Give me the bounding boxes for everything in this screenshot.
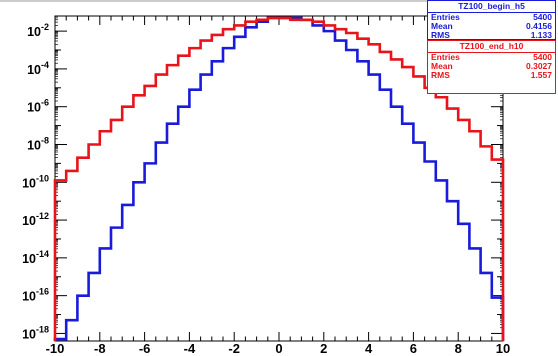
histogram-bin bbox=[133, 95, 144, 341]
histogram-bin bbox=[122, 107, 133, 341]
y-tick-label: 10-4 bbox=[27, 60, 49, 77]
histogram-bin bbox=[324, 25, 335, 341]
stats-key: RMS bbox=[431, 30, 450, 40]
x-tick-label: 6 bbox=[410, 341, 417, 356]
histogram-bin bbox=[212, 35, 223, 341]
histogram-bin bbox=[458, 120, 469, 341]
histogram-bin bbox=[402, 67, 413, 341]
histogram-bin bbox=[413, 76, 424, 341]
x-tick-label: -2 bbox=[228, 341, 240, 356]
histogram-bin bbox=[178, 56, 189, 341]
histogram-bin bbox=[346, 33, 357, 341]
stats-row-entries: Entries 5400 bbox=[428, 53, 555, 62]
y-tick-label: 10-16 bbox=[22, 287, 49, 304]
stats-key: RMS bbox=[431, 70, 450, 80]
histogram-bin bbox=[481, 146, 492, 341]
stats-value: 0.3027 bbox=[526, 61, 552, 71]
histogram-bin bbox=[89, 144, 100, 341]
histogram-bin bbox=[290, 20, 301, 341]
y-tick-label: 10-10 bbox=[22, 173, 49, 190]
histogram-bin bbox=[369, 44, 380, 341]
histogram-bin bbox=[425, 88, 436, 341]
stats-title-end: TZ100_end_h10 bbox=[428, 41, 555, 53]
x-tick-label: -8 bbox=[94, 341, 106, 356]
y-tick-label: 10-14 bbox=[22, 249, 49, 266]
y-tick-label: 10-8 bbox=[27, 135, 49, 152]
stats-row-mean: Mean 0.3027 bbox=[428, 62, 555, 71]
stats-key: Mean bbox=[431, 21, 453, 31]
histogram-bin bbox=[245, 22, 256, 341]
histogram-bin bbox=[111, 120, 122, 341]
histogram-bin bbox=[77, 158, 88, 341]
stats-row-entries: Entries 5400 bbox=[428, 13, 555, 22]
stats-key: Entries bbox=[431, 12, 460, 22]
histogram-bin bbox=[66, 171, 77, 341]
histogram-bin bbox=[55, 180, 66, 341]
histogram-bin bbox=[313, 22, 324, 341]
histogram-bin bbox=[380, 52, 391, 341]
histogram-bin bbox=[223, 29, 234, 341]
histogram-bin bbox=[301, 20, 312, 341]
histogram-bin bbox=[469, 131, 480, 341]
stats-title-begin: TZ100_begin_h5 bbox=[428, 1, 555, 13]
x-tick-label: 8 bbox=[455, 341, 462, 356]
stats-value: 0.4156 bbox=[526, 21, 552, 31]
x-tick-label: 0 bbox=[275, 341, 282, 356]
y-tick-label: 10-12 bbox=[22, 211, 49, 228]
stats-key: Mean bbox=[431, 61, 453, 71]
histogram-bin bbox=[145, 86, 156, 341]
stats-key: Entries bbox=[431, 52, 460, 62]
x-tick-label: 2 bbox=[320, 341, 327, 356]
x-tick-label: 4 bbox=[365, 341, 373, 356]
histogram-bin bbox=[257, 20, 268, 341]
histogram-bin bbox=[100, 131, 111, 341]
stats-box-begin: TZ100_begin_h5 Entries 5400 Mean 0.4156 … bbox=[427, 0, 556, 40]
histogram-bin bbox=[167, 65, 178, 341]
histogram-bin bbox=[391, 59, 402, 341]
y-tick-label: 10-18 bbox=[22, 324, 49, 341]
x-tick-label: 10 bbox=[496, 341, 510, 356]
x-tick-label: -4 bbox=[184, 341, 196, 356]
x-axis-tick-labels: -10 -8 -6 -4 -2 0 2 4 6 8 10 bbox=[46, 341, 511, 356]
histogram-bin bbox=[492, 160, 503, 341]
histogram-bin bbox=[201, 41, 212, 341]
histogram-bin bbox=[335, 29, 346, 341]
histogram-bin bbox=[447, 109, 458, 341]
stats-row-rms: RMS 1.557 bbox=[428, 71, 555, 80]
histogram-bin bbox=[234, 25, 245, 341]
stats-value: 1.557 bbox=[530, 70, 552, 80]
histogram-bin bbox=[189, 48, 200, 341]
stats-value: 5400 bbox=[533, 12, 552, 22]
y-tick-label: 10-6 bbox=[27, 98, 49, 115]
y-axis-tick-labels: 10-2 10-4 10-6 10-8 10-10 10-12 10-14 10-16 10-1… bbox=[22, 22, 49, 341]
stats-value: 1.133 bbox=[530, 30, 552, 40]
histogram-bin bbox=[357, 39, 368, 341]
stats-box-end: TZ100_end_h10 Entries 5400 Mean 0.3027 R… bbox=[427, 40, 556, 94]
histogram-bin bbox=[156, 75, 167, 341]
stats-value: 5400 bbox=[533, 52, 552, 62]
stats-row-mean: Mean 0.4156 bbox=[428, 22, 555, 31]
histogram-bin bbox=[436, 97, 447, 341]
x-tick-label: -10 bbox=[46, 341, 65, 356]
histogram-bin bbox=[279, 18, 290, 341]
x-tick-label: -6 bbox=[139, 341, 151, 356]
y-tick-label: 10-2 bbox=[27, 22, 49, 39]
stats-row-rms: RMS 1.133 bbox=[428, 31, 555, 40]
histogram-bin bbox=[268, 18, 279, 341]
